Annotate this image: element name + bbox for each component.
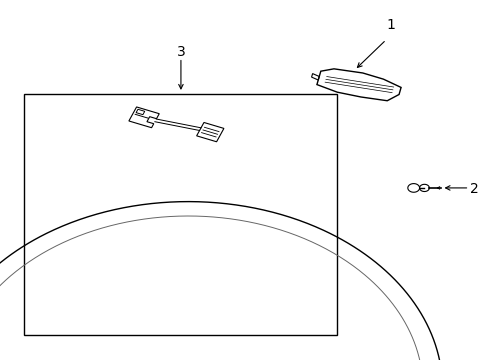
- Text: 2: 2: [469, 182, 478, 196]
- Bar: [24, 94, 337, 335]
- Text: 3: 3: [176, 45, 185, 59]
- Text: 1: 1: [386, 18, 395, 32]
